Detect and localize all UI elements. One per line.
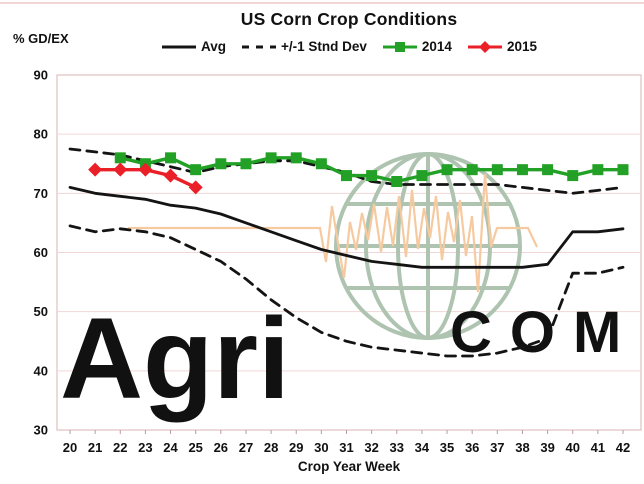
data-point-marker-square xyxy=(391,176,403,187)
x-tick-label-41: 41 xyxy=(591,440,605,455)
series-avg xyxy=(68,186,625,269)
y-tick-label-30: 30 xyxy=(34,423,48,438)
legend-label: +/-1 Stnd Dev xyxy=(281,39,367,54)
x-tick-label-27: 27 xyxy=(239,440,253,455)
x-tick-label-29: 29 xyxy=(289,440,303,455)
data-point-marker-square xyxy=(290,152,302,164)
x-tick-label-35: 35 xyxy=(440,440,454,455)
data-point-marker-square xyxy=(165,152,177,164)
series-line xyxy=(68,186,625,269)
x-tick-label-42: 42 xyxy=(616,440,630,455)
x-tick-label-20: 20 xyxy=(63,440,77,455)
legend-item--1-stnd-dev: +/-1 Stnd Dev xyxy=(241,39,367,54)
y-tick-label-90: 90 xyxy=(34,68,48,83)
y-tick-label-50: 50 xyxy=(34,304,48,319)
watermark-text-left: Agri xyxy=(60,295,290,423)
data-point-marker-square xyxy=(441,164,453,176)
data-point-marker-diamond xyxy=(188,180,203,195)
series--1-stnd-dev xyxy=(68,224,625,358)
x-tick-label-30: 30 xyxy=(314,440,328,455)
data-point-marker-square xyxy=(265,152,277,164)
legend-label: Avg xyxy=(200,39,226,54)
data-point-marker-square xyxy=(491,164,503,176)
x-tick-label-28: 28 xyxy=(264,440,278,455)
data-point-marker-diamond xyxy=(113,162,128,177)
data-point-marker-square xyxy=(190,164,202,176)
data-point-marker-square xyxy=(416,170,428,182)
x-tick-label-39: 39 xyxy=(540,440,554,455)
y-tick-label-60: 60 xyxy=(34,245,48,260)
chart-legend: Avg +/-1 Stnd Dev 2014 2015 xyxy=(57,39,641,54)
data-point-marker-square xyxy=(315,158,327,170)
x-tick-label-36: 36 xyxy=(465,440,479,455)
data-point-marker-square xyxy=(542,164,554,176)
data-point-marker-square xyxy=(240,158,252,170)
data-point-marker-square xyxy=(567,170,579,182)
x-tick-label-40: 40 xyxy=(565,440,579,455)
series-line xyxy=(68,224,625,358)
data-point-marker-square xyxy=(466,164,478,176)
data-point-marker-square xyxy=(592,164,604,176)
legend-item-avg: Avg xyxy=(161,39,226,54)
watermark: Agri COM xyxy=(60,152,621,423)
data-point-marker-diamond xyxy=(88,162,103,177)
x-tick-label-33: 33 xyxy=(390,440,404,455)
legend-label: 2015 xyxy=(506,39,537,54)
data-point-marker-square xyxy=(114,152,126,164)
y-tick-label-40: 40 xyxy=(34,363,48,378)
y-tick-label-80: 80 xyxy=(34,127,48,142)
data-point-marker-square xyxy=(516,164,528,176)
x-tick-label-34: 34 xyxy=(415,440,430,455)
x-tick-label-25: 25 xyxy=(188,440,202,455)
chart-title: US Corn Crop Conditions xyxy=(240,9,458,29)
heartbeat-line-watermark-icon xyxy=(128,173,538,293)
x-tick-label-26: 26 xyxy=(214,440,228,455)
solid-line-icon xyxy=(161,45,196,48)
series-2015 xyxy=(88,162,203,195)
x-tick-label-32: 32 xyxy=(364,440,378,455)
data-point-marker-diamond xyxy=(163,168,178,183)
legend-label: 2014 xyxy=(421,39,452,54)
x-tick-label-37: 37 xyxy=(490,440,504,455)
data-point-marker-diamond xyxy=(138,162,153,177)
dashed-line-icon xyxy=(242,45,276,48)
chart-top-border xyxy=(0,2,644,4)
x-tick-label-31: 31 xyxy=(339,440,353,455)
x-tick-label-21: 21 xyxy=(88,440,102,455)
legend-item-2015: 2015 xyxy=(467,39,537,54)
x-tick-label-38: 38 xyxy=(515,440,529,455)
data-point-marker-square xyxy=(617,164,629,176)
x-tick-label-22: 22 xyxy=(113,440,127,455)
data-point-marker-square xyxy=(341,170,352,182)
data-point-marker-square xyxy=(215,158,227,170)
x-tick-label-24: 24 xyxy=(163,440,178,455)
legend-item-2014: 2014 xyxy=(382,39,452,54)
square-line-icon xyxy=(382,41,417,52)
x-tick-label-23: 23 xyxy=(138,440,152,455)
y-tick-label-70: 70 xyxy=(34,186,48,201)
data-point-marker-square xyxy=(366,170,378,182)
x-axis-label: Crop Year Week xyxy=(297,459,401,474)
y-axis-unit-label: % GD/EX xyxy=(13,31,69,46)
diamond-line-icon xyxy=(467,40,502,53)
